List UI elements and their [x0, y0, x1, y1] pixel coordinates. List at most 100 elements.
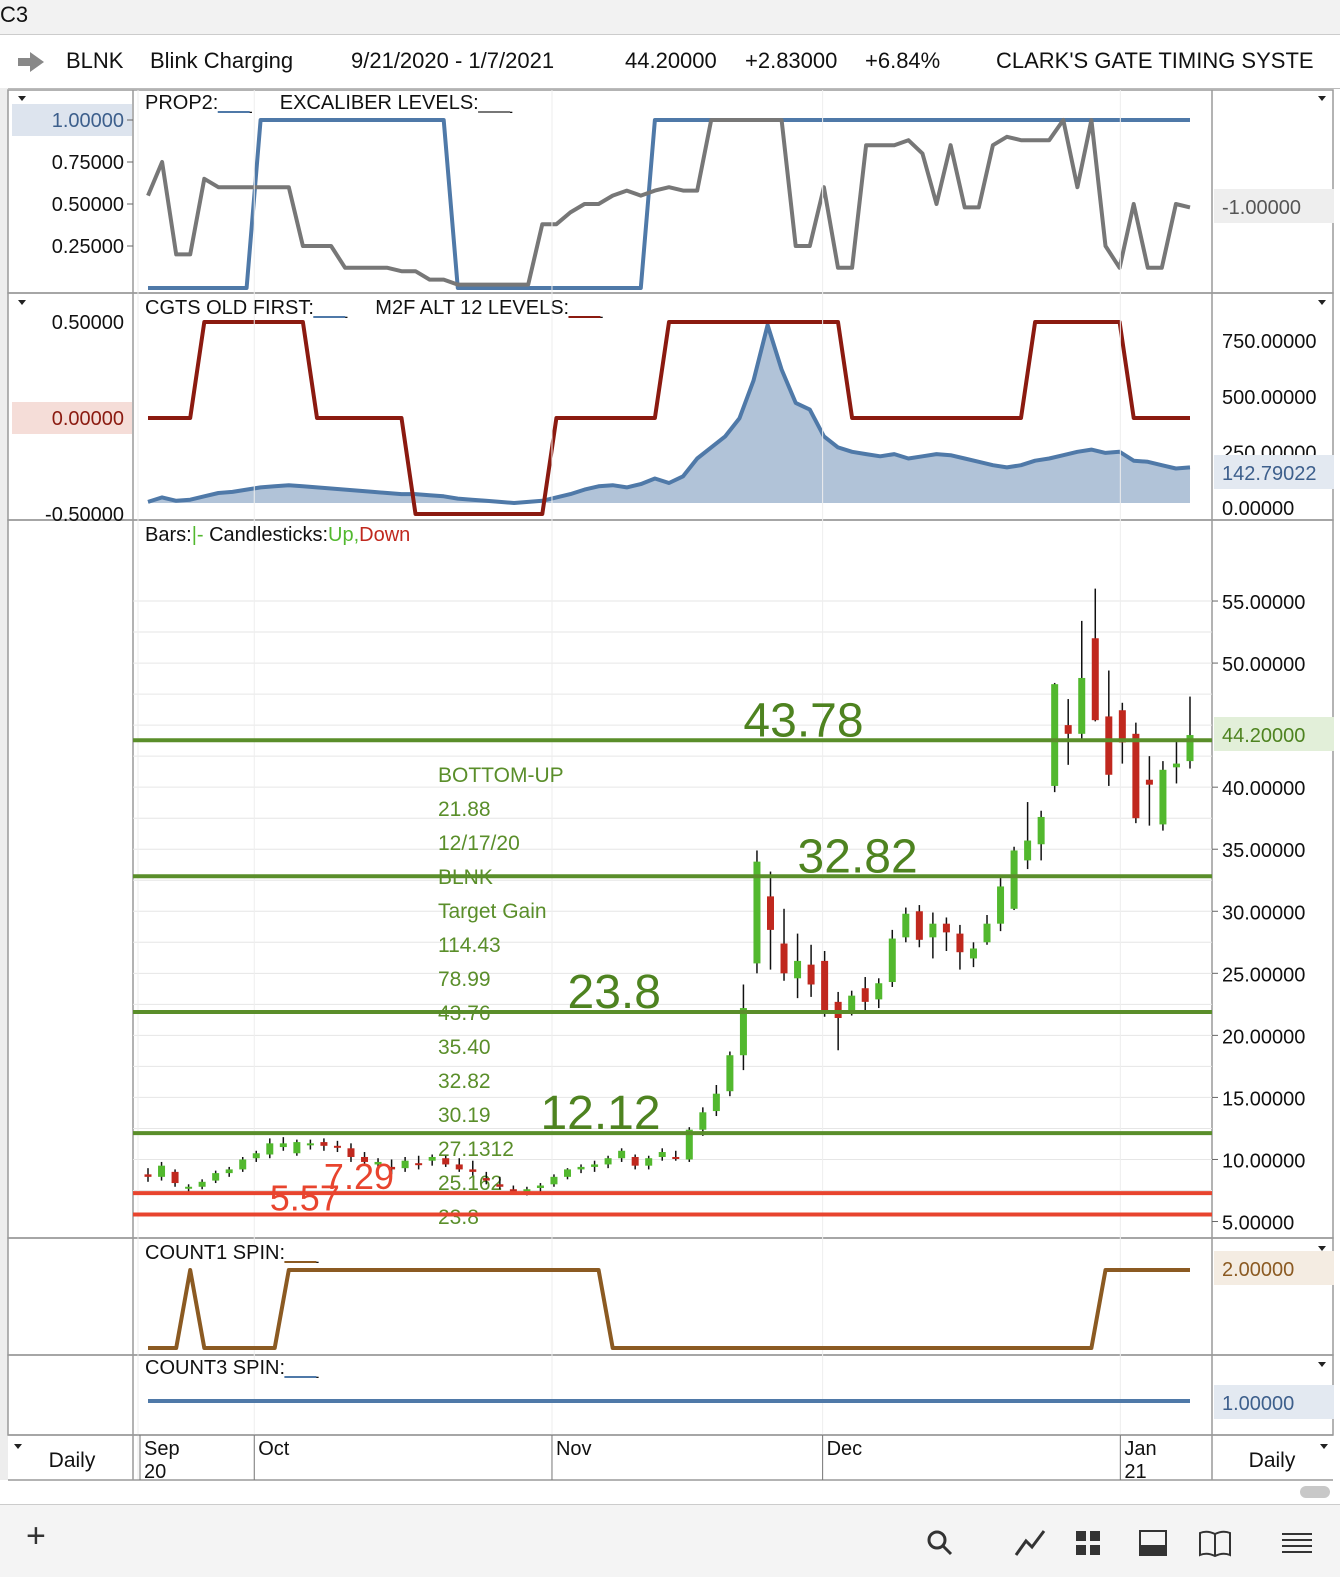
legend-price-part-1: Bars: — [145, 524, 192, 546]
x-tick-sublabel-5: 21 — [1124, 1461, 1146, 1483]
candle-up — [428, 1156, 436, 1161]
annotation-line-10: 32.82 — [438, 1070, 491, 1093]
candle-down — [442, 1158, 450, 1165]
legend-price: Bars:|- Candlesticks:Up,Down — [145, 524, 410, 546]
y-tick-price-3: 40.00000 — [1222, 778, 1305, 800]
candle-down — [1118, 710, 1126, 743]
candle-up — [1159, 769, 1167, 825]
candle-down — [361, 1156, 369, 1162]
candle-up — [712, 1093, 720, 1112]
level-label-4: 12.12 — [540, 1087, 660, 1140]
grid-icon[interactable] — [1074, 1529, 1102, 1557]
candle-up — [1024, 840, 1032, 861]
candle-up — [685, 1129, 693, 1160]
y-tick-price-1: 55.00000 — [1222, 592, 1305, 614]
candle-down — [672, 1156, 680, 1159]
panel-menu-5[interactable] — [1318, 1246, 1326, 1251]
panel-layout-icon[interactable] — [1138, 1529, 1168, 1557]
series-prop2 — [148, 118, 1190, 290]
line-chart-icon[interactable] — [1014, 1529, 1046, 1557]
panel-menu-1[interactable] — [18, 96, 26, 101]
legend-price-part-5: Down — [359, 524, 410, 546]
candle-up — [604, 1158, 612, 1165]
symbol-name: Blink Charging — [150, 48, 294, 73]
candle-down — [469, 1169, 477, 1172]
candle-up — [564, 1169, 572, 1177]
legend-price-part-3: Candlesticks: — [209, 524, 328, 546]
panel-menu-7[interactable] — [14, 1444, 22, 1449]
candle-up — [1186, 735, 1194, 762]
candle-down — [942, 923, 950, 933]
y-tick-price-9: 10.00000 — [1222, 1150, 1305, 1172]
candle-up — [401, 1160, 409, 1169]
symbol-ticker[interactable]: BLNK — [66, 48, 124, 73]
menu-icon[interactable] — [1282, 1531, 1312, 1555]
legend-price-part-4: Up, — [328, 524, 359, 546]
search-icon[interactable] — [926, 1529, 954, 1557]
candle-up — [645, 1158, 653, 1166]
candle-up — [875, 983, 883, 1000]
y-tick-price-4: 35.00000 — [1222, 840, 1305, 862]
level-label-1: 43.78 — [743, 694, 863, 747]
candle-down — [144, 1174, 152, 1177]
y-tick-cgts-right-4: 0.00000 — [1222, 498, 1294, 520]
last-price-badge: 44.20000 — [1222, 725, 1305, 747]
panel-menu-6[interactable] — [1318, 1362, 1326, 1367]
candle-up — [1172, 763, 1180, 768]
x-tick-label-5: Jan — [1124, 1438, 1156, 1460]
candle-up — [618, 1150, 626, 1159]
y-tick-cgts-1: 0.50000 — [52, 312, 124, 334]
legend-prop2-1: PROP2:___ — [145, 92, 253, 114]
y-tick-cgts-2: 0.00000 — [52, 408, 124, 430]
right-value-cgts: 142.79022 — [1222, 463, 1317, 485]
right-value-prop2: -1.00000 — [1222, 197, 1301, 219]
panel-menu-4[interactable] — [1318, 300, 1326, 305]
scrollbar-thumb[interactable] — [1300, 1486, 1330, 1498]
window-titlebar: C3 — [0, 0, 1340, 35]
x-tick-label-3: Nov — [556, 1438, 592, 1460]
chart-canvas[interactable]: 1.00000 0.75000 0.50000 0.25000 PROP2:___ EXC… — [0, 0, 1340, 1504]
candle-up — [888, 938, 896, 983]
study-name: CLARK'S GATE TIMING SYSTE — [996, 48, 1314, 73]
series-cgts-old-first — [148, 320, 1190, 516]
candle-up — [997, 886, 1005, 924]
legend-count3-1: COUNT3 SPIN:___ — [145, 1357, 319, 1379]
annotation-line-5: Target Gain — [438, 900, 547, 923]
y-tick-price-2: 50.00000 — [1222, 654, 1305, 676]
y-tick-cgts-right-1: 750.00000 — [1222, 331, 1317, 353]
date-range[interactable]: 9/21/2020 - 1/7/2021 — [351, 48, 555, 73]
legend-cgts-1: CGTS OLD FIRST:___ — [145, 297, 348, 319]
candle-up — [185, 1186, 193, 1189]
series-count1-spin — [148, 1268, 1190, 1350]
candle-down — [780, 943, 788, 974]
y-tick-prop2-4: 0.25000 — [52, 236, 124, 258]
series-excaliber-levels — [146, 118, 1191, 287]
arrow-right-icon[interactable] — [16, 50, 46, 74]
annotation-line-6: 114.43 — [438, 934, 501, 957]
candle-down — [1064, 725, 1072, 734]
y-tick-prop2-3: 0.50000 — [52, 194, 124, 216]
series-m2f-alt-12-levels — [147, 323, 1191, 505]
bottom-toolbar: + — [0, 1504, 1340, 1577]
candle-down — [455, 1164, 463, 1170]
book-icon[interactable] — [1198, 1529, 1232, 1557]
candle-down — [333, 1145, 341, 1148]
candle-up — [158, 1165, 166, 1177]
panel-menu-3[interactable] — [18, 300, 26, 305]
candle-up — [279, 1143, 287, 1148]
annotation-line-14: 23.8 — [438, 1206, 479, 1229]
annotation-line-12: 27.1312 — [438, 1138, 514, 1161]
candle-up — [902, 913, 910, 938]
panel-menu-2[interactable] — [1318, 96, 1326, 101]
candle-down — [766, 896, 774, 930]
panel-menu-8[interactable] — [1320, 1444, 1328, 1449]
panel-frame-3 — [7, 519, 1334, 1239]
add-icon[interactable]: + — [26, 1517, 46, 1555]
y-tick-price-8: 15.00000 — [1222, 1088, 1305, 1110]
y-tick-price-10: 5.00000 — [1222, 1213, 1294, 1235]
right-value-count1: 2.00000 — [1222, 1259, 1294, 1281]
candle-down — [1105, 716, 1113, 775]
level-label-3: 23.8 — [568, 966, 661, 1019]
y-tick-prop2-1: 1.00000 — [52, 110, 124, 132]
legend-count1-1: COUNT1 SPIN:___ — [145, 1242, 319, 1264]
